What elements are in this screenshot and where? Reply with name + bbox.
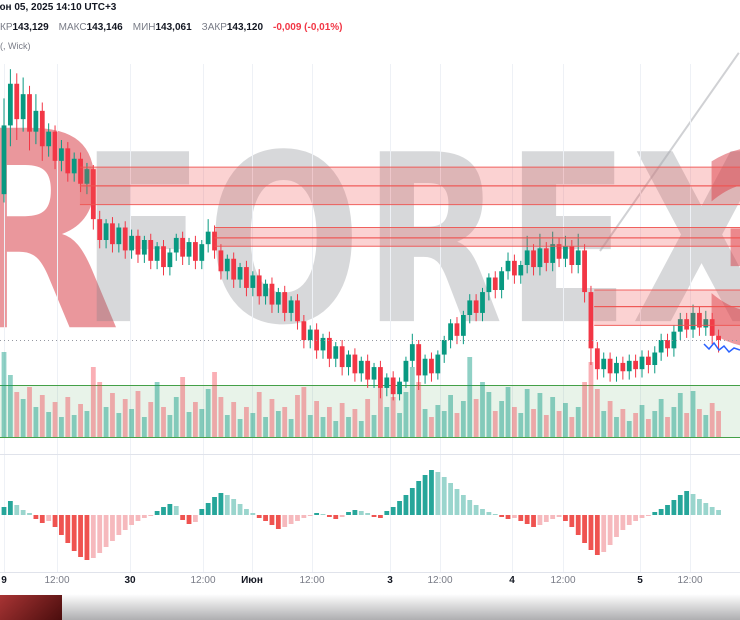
time-label: 30	[124, 575, 136, 586]
high-value: МАКС 143,146	[58, 22, 123, 33]
time-label: 12:00	[190, 575, 216, 586]
time-label: Июн	[241, 575, 263, 586]
change-value: -0,009 (-0,01%)	[273, 22, 343, 33]
open-value: КР 143,129	[0, 22, 49, 33]
green-zone	[0, 385, 740, 438]
resistance-zones	[79, 166, 740, 326]
time-label: 12:00	[299, 575, 325, 586]
time-axis[interactable]: 9 12:00 30 12:00 Июн 12:00 3 12:00 4 12:00 5 12:00	[0, 575, 740, 591]
time-label: 12:00	[677, 575, 703, 586]
time-label: 12:00	[550, 575, 576, 586]
time-label: 12:00	[427, 575, 453, 586]
gridlines	[4, 64, 691, 572]
time-label: 5	[637, 575, 643, 586]
blue-forecast-line	[703, 341, 740, 354]
series-style-note: (, Wick)	[0, 41, 31, 51]
volume-bars	[1, 352, 721, 437]
low-value: МИН 143,061	[132, 22, 192, 33]
panel-separators	[0, 454, 740, 573]
bottom-left-logo-block	[0, 595, 62, 620]
ohlc-row: КР 143,129 МАКС 143,146 МИН 143,061 ЗАКР 143…	[0, 22, 343, 33]
macd-histogram	[1, 470, 721, 560]
time-label: 9	[1, 575, 7, 586]
candles	[1, 69, 721, 401]
time-label: 3	[387, 575, 393, 586]
close-value: ЗАКР 143,120	[201, 22, 264, 33]
chart-header: юн 05, 2025 14:10 UTC+3 КР 143,129 МАКС 14…	[0, 2, 343, 51]
time-label: 12:00	[44, 575, 70, 586]
datetime-label: юн 05, 2025 14:10 UTC+3	[0, 2, 117, 13]
time-label: 4	[509, 575, 515, 586]
